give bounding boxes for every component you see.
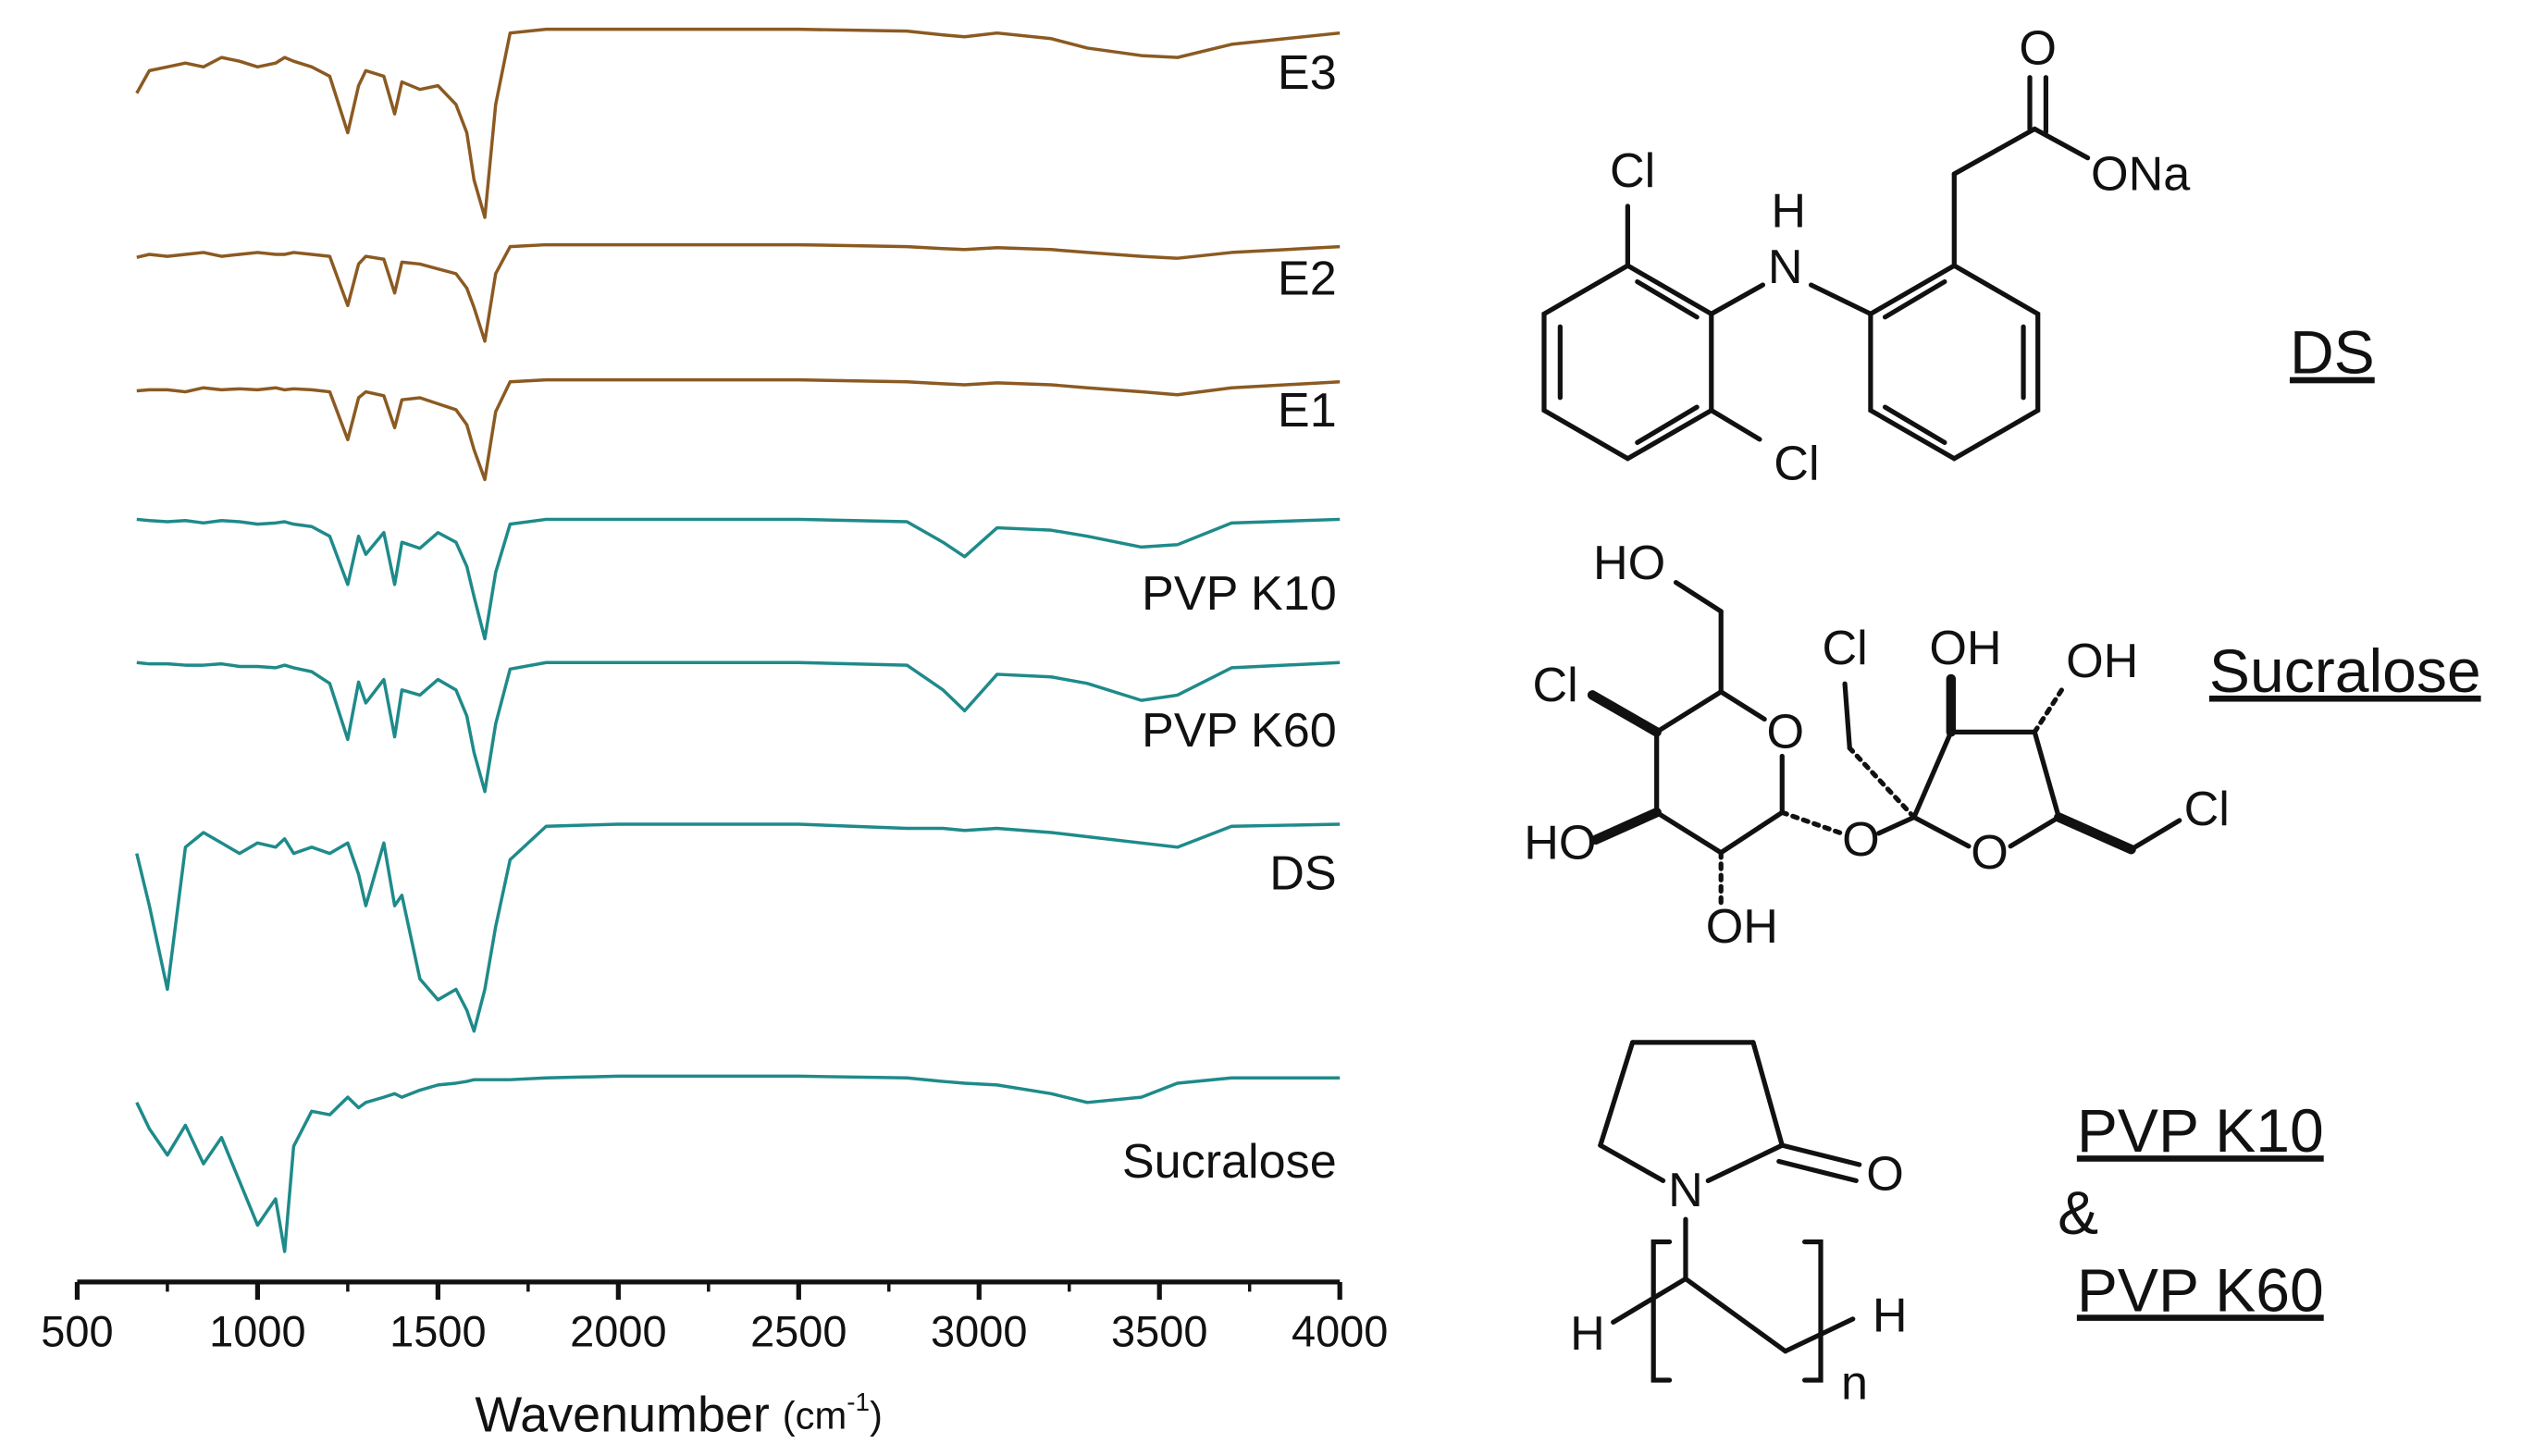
bond (2032, 685, 2067, 734)
pvp-structure: N O H H n PVP K10 & PVP K60 (1570, 1040, 2324, 1411)
structure-name: PVP K60 (2077, 1255, 2324, 1324)
bond (2054, 812, 2136, 855)
structure-name: & (2058, 1178, 2098, 1247)
spectrum-line (136, 377, 1341, 482)
bond (1718, 809, 1785, 856)
atom-label: OH (2066, 635, 2138, 688)
x-axis-title: Wavenumber (cm-1) (475, 1388, 882, 1443)
bond (1673, 580, 1724, 614)
spectrum-line (135, 822, 1341, 1033)
ds-structure: Cl H N Cl O ONa DS (1541, 22, 2375, 490)
bond (1808, 282, 1873, 316)
bond (1718, 689, 1767, 722)
bond (1611, 1276, 1688, 1325)
structure-name: DS (2290, 318, 2375, 387)
bond (1587, 690, 1662, 737)
x-tick-label: 500 (41, 1308, 113, 1356)
bond (1776, 1158, 1859, 1184)
bracket (1650, 1239, 1673, 1383)
bond (1635, 404, 1700, 446)
bond (1882, 404, 1947, 446)
bond (1541, 263, 1714, 462)
bond (1654, 689, 1724, 734)
sucralose-structure: HO Cl O HO OH O Cl OH OH O Cl Sucralose (1524, 537, 2480, 954)
bond (1875, 814, 1917, 836)
series-label: E1 (1278, 384, 1337, 438)
atom-label: HO (1593, 537, 1665, 590)
x-axis-title-part: (cm (783, 1394, 847, 1437)
bond (1598, 1040, 1636, 1148)
bond (2008, 814, 2061, 849)
atom-label: Cl (1533, 659, 1578, 712)
bond (1847, 746, 1917, 821)
atom-label: H (1771, 184, 1806, 238)
atom-label: O (1842, 813, 1880, 867)
atom-label: OH (1929, 622, 2001, 675)
spectrum-line (135, 1074, 1341, 1253)
bond (1683, 1276, 1788, 1354)
bond (1709, 408, 1762, 442)
x-axis-title-part: Wavenumber (475, 1388, 769, 1443)
x-tick-label: 3500 (1111, 1308, 1207, 1356)
atom-label: N (1668, 1164, 1703, 1217)
x-tick-label: 1000 (209, 1308, 305, 1356)
bond (1911, 814, 1972, 849)
atom-label: H (1873, 1289, 1908, 1343)
atom-label: OH (1706, 900, 1778, 954)
atom-label: Cl (1774, 437, 1819, 490)
x-tick-label: 4000 (1292, 1308, 1388, 1356)
series-label: DS (1269, 847, 1336, 901)
series-label: Sucralose (1122, 1135, 1337, 1189)
bond (1882, 278, 1947, 320)
atom-label: n (1841, 1357, 1868, 1411)
series-label: PVP K60 (1142, 704, 1337, 758)
x-tick-label: 3000 (931, 1308, 1027, 1356)
bond (2032, 126, 2091, 161)
series-label: PVP K10 (1142, 567, 1337, 621)
x-axis-title-part: -1 (847, 1388, 870, 1416)
x-tick-label: 1500 (389, 1308, 486, 1356)
atom-label: Cl (1822, 622, 1867, 675)
atom-label: O (1971, 826, 2009, 880)
bond (1779, 809, 1845, 836)
atom-label: Cl (1610, 144, 1655, 198)
atom-label: O (2019, 22, 2057, 76)
atom-label: N (1768, 241, 1803, 294)
bracket (1802, 1239, 1824, 1383)
structure-name: PVP K10 (2077, 1096, 2324, 1165)
x-axis-title-part: ) (870, 1394, 883, 1437)
bond (1911, 729, 1954, 821)
atom-label: H (1570, 1307, 1605, 1361)
atom-label: ONa (2091, 147, 2190, 201)
bond (1709, 282, 1766, 316)
spectrum-line (136, 660, 1341, 794)
spectrum-line (135, 27, 1341, 219)
series-label: E3 (1278, 46, 1337, 100)
bond (1705, 1142, 1785, 1184)
bond (1750, 1040, 1785, 1148)
atom-label: O (1866, 1148, 1904, 1202)
spectrum-line (136, 517, 1341, 641)
bond (1654, 809, 1724, 856)
spectrum-line (136, 242, 1341, 343)
bond (2128, 818, 2182, 852)
bond (1590, 808, 1662, 845)
atom-label: O (1766, 706, 1804, 759)
bond (1951, 126, 2037, 177)
bond (2032, 729, 2061, 821)
bond (1779, 1142, 1862, 1167)
spectra-plot: E3 E2 E1 PVP K10 PVP K60 DS Sucralose 500 1000 15… (41, 27, 1388, 1443)
series-label: E2 (1278, 252, 1337, 305)
bond (1598, 1142, 1666, 1184)
x-tick-label: 2500 (750, 1308, 847, 1356)
bond (1635, 278, 1700, 320)
atom-label: Cl (2184, 783, 2230, 836)
atom-label: HO (1524, 817, 1596, 870)
bond (1868, 263, 2041, 462)
x-tick-label: 2000 (570, 1308, 666, 1356)
bond (1842, 681, 1852, 751)
structure-name: Sucralose (2209, 636, 2481, 705)
